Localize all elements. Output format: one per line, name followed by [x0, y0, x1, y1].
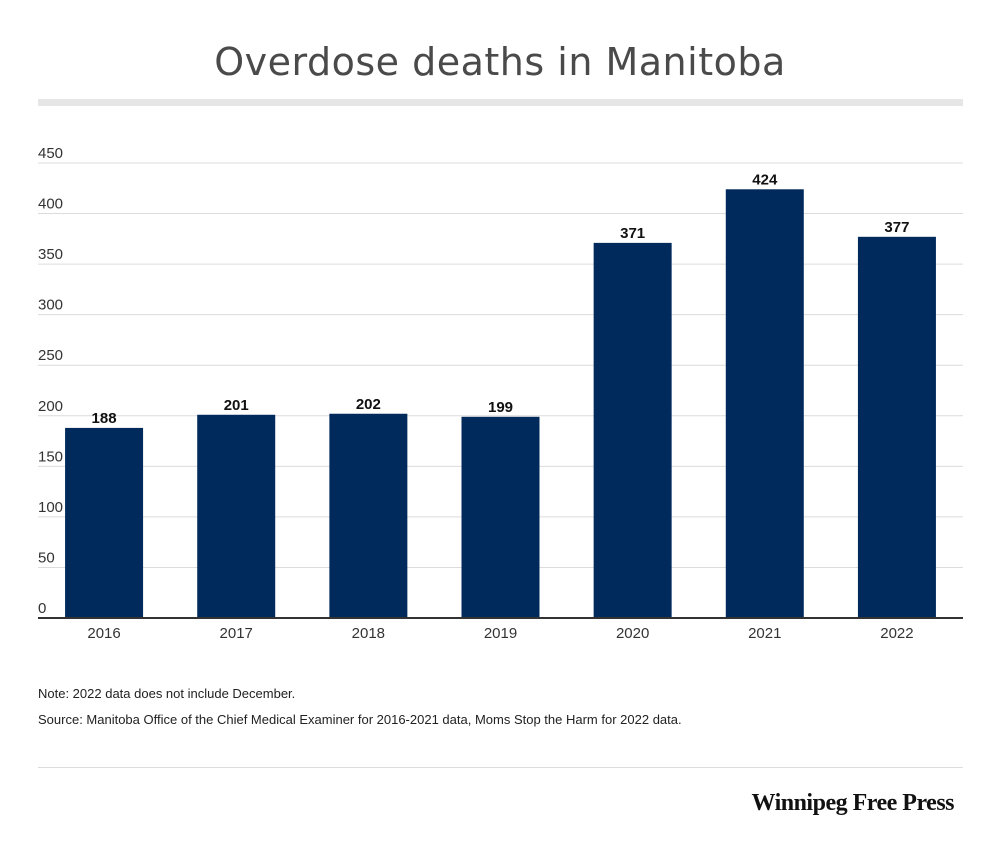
- y-tick-label: 50: [38, 549, 55, 566]
- x-tick-label: 2017: [220, 625, 253, 642]
- y-tick-label: 150: [38, 448, 63, 465]
- y-tick-label: 0: [38, 600, 46, 617]
- data-label: 371: [620, 225, 645, 242]
- x-tick-label: 2022: [880, 625, 913, 642]
- publisher-logo: Winnipeg Free Press: [751, 790, 955, 816]
- bar: [725, 189, 804, 619]
- bar: [593, 242, 672, 618]
- data-label: 188: [92, 410, 117, 427]
- y-tick-label: 450: [38, 145, 63, 162]
- bar: [197, 414, 276, 618]
- y-tick-label: 250: [38, 347, 63, 364]
- x-tick-label: 2021: [748, 625, 781, 642]
- bar: [461, 416, 540, 618]
- data-label: 199: [488, 399, 513, 416]
- x-tick-label: 2019: [484, 625, 517, 642]
- data-label: 377: [884, 219, 909, 236]
- bar: [857, 236, 936, 619]
- x-tick-label: 2018: [352, 625, 385, 642]
- footer-divider: [38, 767, 963, 768]
- bar-chart: 0 50 100 150 200 250 300 350 400 450 188 2016 201 201…: [38, 145, 963, 642]
- bar: [329, 413, 408, 618]
- chart-note: Note: 2022 data does not include Decembe…: [38, 686, 296, 701]
- y-tick-label: 400: [38, 196, 63, 213]
- chart-title: Overdose deaths in Manitoba: [214, 40, 786, 84]
- y-tick-label: 100: [38, 499, 63, 516]
- data-label: 202: [356, 396, 381, 413]
- bar: [65, 427, 144, 618]
- y-tick-label: 300: [38, 297, 63, 314]
- data-label: 424: [752, 171, 778, 188]
- x-tick-label: 2016: [87, 625, 120, 642]
- title-divider: [38, 99, 963, 106]
- y-tick-label: 200: [38, 398, 63, 415]
- x-tick-label: 2020: [616, 625, 649, 642]
- y-tick-label: 350: [38, 246, 63, 263]
- data-label: 201: [224, 397, 249, 414]
- chart-source: Source: Manitoba Office of the Chief Med…: [38, 712, 682, 727]
